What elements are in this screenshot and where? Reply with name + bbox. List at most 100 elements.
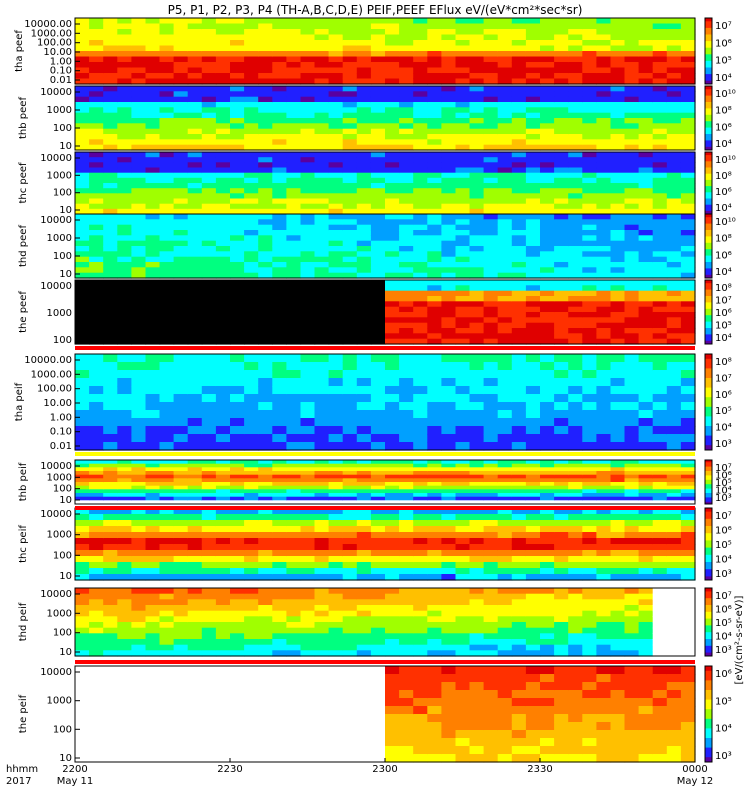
heatmap-cell [286,219,301,225]
heatmap-cell [216,29,231,35]
heatmap-cell [470,134,485,140]
heatmap-cell [413,362,428,371]
heatmap-cell [315,594,330,600]
heatmap-cell [188,307,203,313]
heatmap-cell [301,556,316,563]
heatmap-cell [441,622,456,628]
heatmap-cell [413,333,428,339]
heatmap-cell [357,188,372,194]
heatmap-cell [625,188,640,194]
heatmap-cell [216,118,231,124]
heatmap-cell [653,162,668,168]
heatmap-cell [512,493,527,497]
heatmap-cell [639,118,654,124]
heatmap-cell [596,91,611,97]
heatmap-cell [554,225,569,231]
heatmap-cell [526,230,541,236]
heatmap-cell [625,370,640,379]
heatmap-cell [484,152,499,158]
heatmap-cell [315,139,330,145]
heatmap-cell [582,520,597,527]
heatmap-cell [611,594,626,600]
heatmap-cell [230,426,245,435]
heatmap-cell [244,204,259,210]
heatmap-cell [272,230,287,236]
heatmap-cell [131,645,146,651]
heatmap-cell [470,301,485,307]
heatmap-cell [582,418,597,427]
heatmap-cell [413,29,428,35]
heatmap-cell [315,622,330,628]
heatmap-cell [427,204,442,210]
heatmap-cell [540,418,555,427]
heatmap-cell [441,386,456,395]
heatmap-cell [526,520,541,527]
heatmap-cell [639,471,654,475]
heatmap-cell [554,514,569,521]
heatmap-cell [667,489,682,493]
heatmap-cell [399,410,414,419]
heatmap-cell [315,62,330,68]
heatmap-cell [596,514,611,521]
heatmap-cell [188,550,203,557]
heatmap-cell [512,460,527,464]
heatmap-cell [582,129,597,135]
heatmap-cell [244,568,259,575]
heatmap-cell [272,362,287,371]
heatmap-cell [188,91,203,97]
heatmap-cell [399,628,414,634]
colorbar-segment [705,262,712,266]
heatmap-cell [329,40,344,46]
heatmap-cell [103,362,118,371]
heatmap-cell [484,241,499,247]
heatmap-cell [343,386,358,395]
heatmap-cell [667,402,682,411]
heatmap-cell [131,639,146,645]
heatmap-cell [202,51,217,57]
heatmap-cell [554,568,569,575]
heatmap-cell [568,394,583,403]
heatmap-cell [174,471,189,475]
heatmap-cell [484,225,499,231]
heatmap-cell [103,605,118,611]
heatmap-cell [117,40,132,46]
heatmap-cell [470,97,485,103]
heatmap-cell [625,526,640,533]
heatmap-cell [230,280,245,286]
heatmap-cell [639,40,654,46]
y-tick-label: 100 [53,188,72,199]
heatmap-cell [596,257,611,263]
heatmap-cell [427,639,442,645]
heatmap-cell [174,489,189,493]
heatmap-cell [653,478,668,482]
heatmap-cell [160,86,175,92]
heatmap-cell [202,40,217,46]
heatmap-cell [427,526,442,533]
heatmap-cell [146,280,161,286]
heatmap-cell [75,556,90,563]
heatmap-cell [131,241,146,247]
heatmap-cell [667,134,682,140]
heatmap-cell [526,188,541,194]
heatmap-cell [230,214,245,220]
heatmap-cell [639,35,654,41]
heatmap-cell [413,378,428,387]
heatmap-cell [75,394,90,403]
heatmap-cell [357,257,372,263]
heatmap-cell [117,588,132,594]
heatmap-cell [653,241,668,247]
heatmap-cell [498,402,513,411]
heatmap-cell [272,467,287,471]
heatmap-cell [526,113,541,119]
heatmap-cell [681,118,696,124]
heatmap-cell [357,307,372,313]
colorbar-tick-label: 10⁷ [715,21,732,32]
heatmap-cell [103,46,118,52]
heatmap-cell [89,323,104,329]
heatmap-cell [343,489,358,493]
heatmap-cell [75,199,90,205]
heatmap-cell [568,628,583,634]
heatmap-cell [526,562,541,569]
heatmap-cell [653,489,668,493]
heatmap-cell [385,267,400,273]
